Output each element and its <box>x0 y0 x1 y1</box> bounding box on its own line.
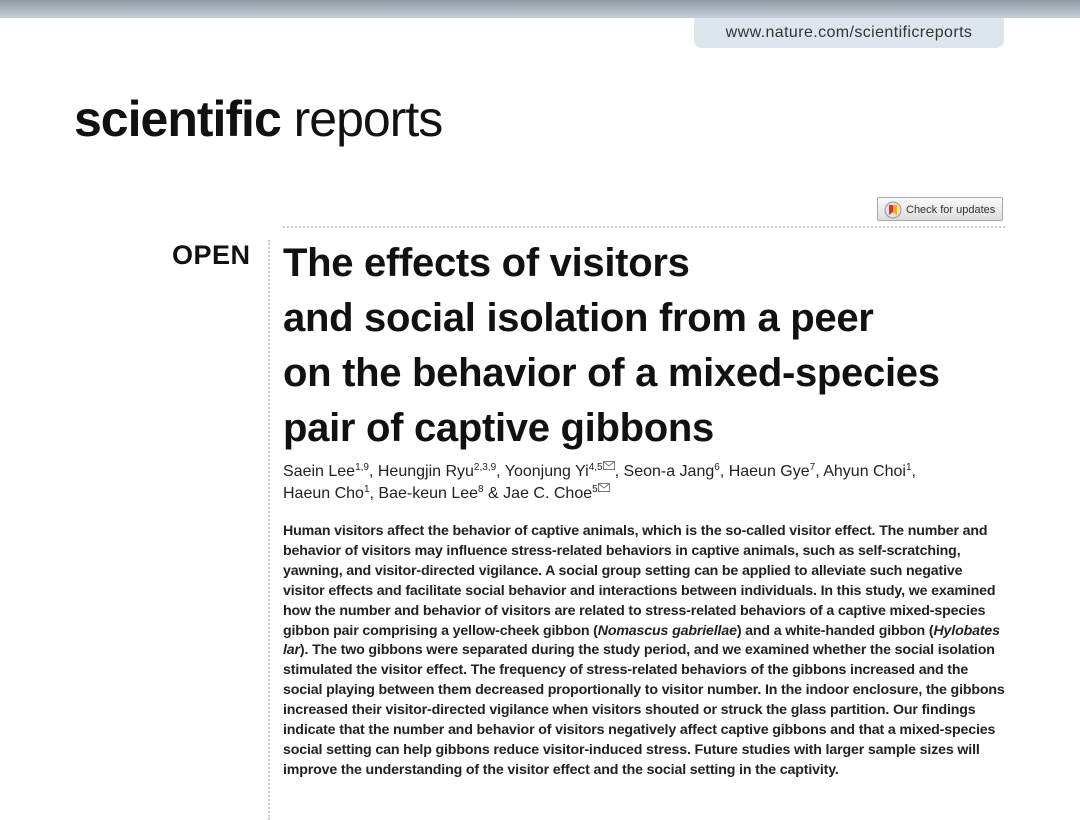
affiliation: 1 <box>363 484 370 495</box>
title-line: and social isolation from a peer <box>283 296 874 340</box>
affiliation: 7 <box>809 462 816 473</box>
author-separator: & <box>483 485 504 502</box>
author-line: Saein Lee1,9, Heungjin Ryu2,3,9, Yoonjun… <box>283 461 916 483</box>
affiliation: 5 <box>592 483 610 495</box>
affiliation: 1 <box>905 462 912 473</box>
author-name: Jae C. Choe <box>503 485 593 502</box>
separator <box>283 226 1005 228</box>
author-separator: , <box>496 463 505 480</box>
affiliation: 1,9 <box>355 462 369 473</box>
logo-bold: scientific <box>74 91 282 147</box>
author-name: Yoonjung Yi <box>504 463 589 480</box>
abstract-text: Human visitors affect the behavior of ca… <box>283 523 996 639</box>
title-line: on the behavior of a mixed-species <box>283 351 940 395</box>
email-icon[interactable] <box>602 461 615 470</box>
email-icon[interactable] <box>597 483 610 492</box>
author-line: Haeun Cho1, Bae-keun Lee8 & Jae C. Choe5 <box>283 483 916 505</box>
affiliation: 4,5 <box>589 461 615 473</box>
author-separator: , <box>369 485 379 502</box>
abstract: Human visitors affect the behavior of ca… <box>283 522 1005 781</box>
abstract-text: ). The two gibbons were separated during… <box>283 642 1005 778</box>
article-title: The effects of visitors and social isolat… <box>283 236 940 456</box>
affiliation: 8 <box>478 484 484 495</box>
author-name: Heungjin Ryu <box>377 463 474 480</box>
author-name: Haeun Cho <box>283 485 364 502</box>
author-separator: , <box>614 463 624 480</box>
title-line: pair of captive gibbons <box>283 406 714 450</box>
affiliation: 2,3,9 <box>473 462 497 473</box>
author-name: Bae-keun Lee <box>378 485 479 502</box>
affiliation: 6 <box>714 462 720 473</box>
author-list: Saein Lee1,9, Heungjin Ryu2,3,9, Yoonjun… <box>283 461 916 505</box>
author-name: Seon-a Jang <box>623 463 715 480</box>
top-bar <box>0 0 1080 18</box>
species-name: Hylobates lar <box>283 622 1000 659</box>
journal-url[interactable]: www.nature.com/scientificreports <box>694 18 1004 48</box>
abstract-text: ) and a white-handed gibbon ( <box>736 622 934 639</box>
author-separator: , <box>368 463 378 480</box>
separator <box>268 240 270 820</box>
update-icon <box>884 201 902 219</box>
author-name: Haeun Gye <box>728 463 810 480</box>
author-separator: , <box>911 463 916 480</box>
species-name: Nomascus gabriellae <box>597 622 737 639</box>
author-name: Ahyun Choi <box>823 463 906 480</box>
update-label: Check for updates <box>906 204 996 216</box>
journal-logo: scientific reports <box>74 90 444 148</box>
author-separator: , <box>815 463 824 480</box>
access-label: OPEN <box>172 240 251 270</box>
author-name: Saein Lee <box>283 463 356 480</box>
title-line: The effects of visitors <box>283 241 690 285</box>
author-separator: , <box>719 463 729 480</box>
check-updates-button[interactable]: Check for updates <box>877 197 1003 221</box>
logo-light: reports <box>293 91 444 147</box>
